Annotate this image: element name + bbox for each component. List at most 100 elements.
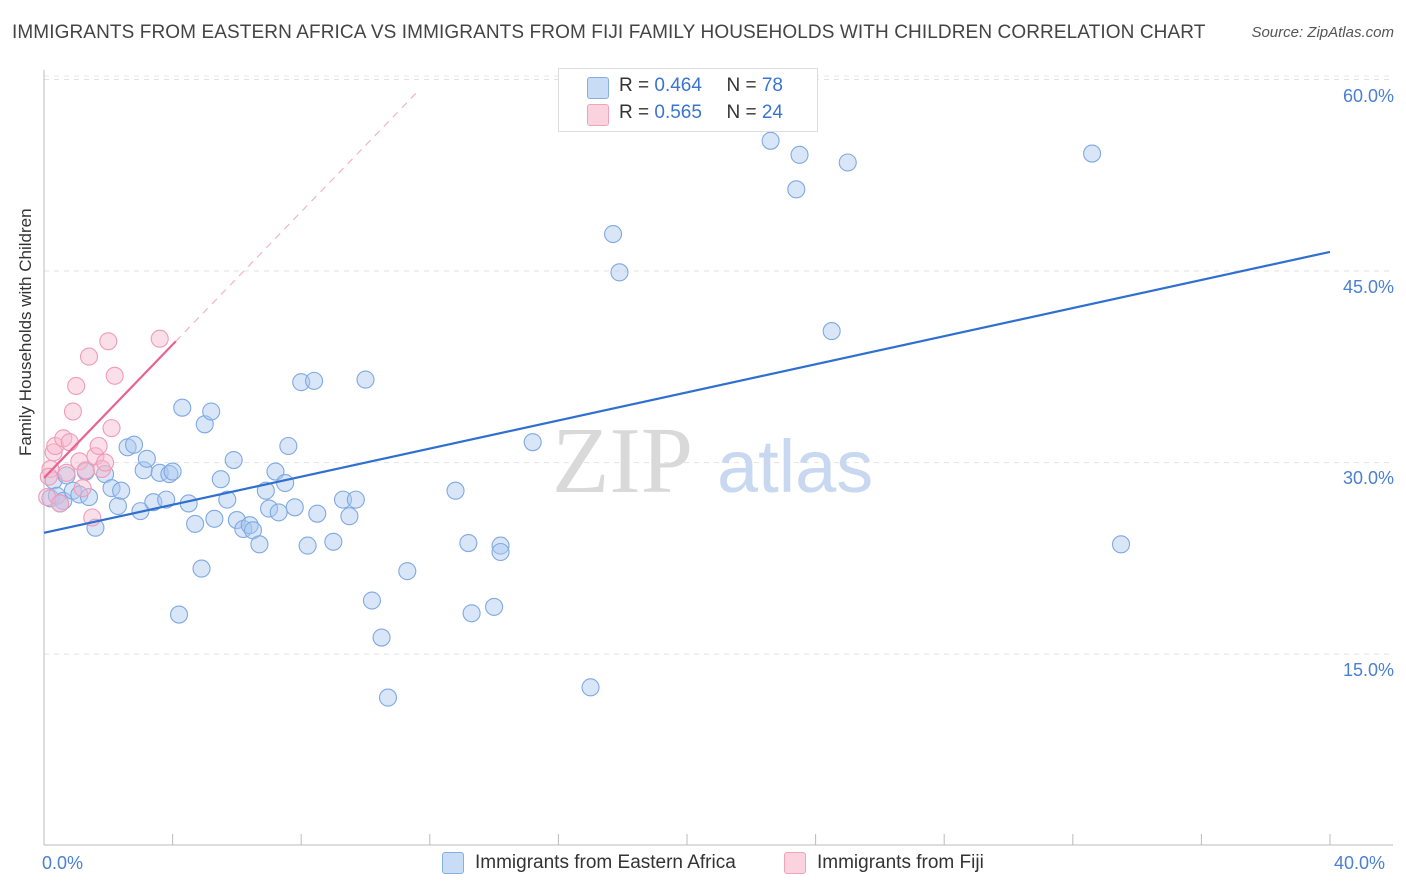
legend-r-label: R = [619, 75, 655, 96]
point-eastern-africa-45 [285, 498, 304, 517]
point-fiji-18 [96, 453, 115, 472]
trend-line-eastern-africa [43, 250, 1331, 534]
point-eastern-africa-52 [340, 507, 359, 526]
trend-extension-fiji [175, 91, 418, 342]
trend-line-fiji [43, 340, 177, 479]
point-eastern-africa-22 [163, 462, 182, 481]
point-eastern-africa-36 [240, 516, 259, 535]
x-tick-label-min: 0.0% [42, 853, 84, 873]
point-eastern-africa-62 [485, 597, 504, 616]
point-fiji-2 [44, 443, 63, 462]
series-legend-eastern-africa: Immigrants from Eastern Africa [442, 850, 762, 878]
point-eastern-africa-39 [256, 481, 275, 500]
point-eastern-africa-38 [250, 535, 269, 554]
point-fiji-12 [76, 461, 95, 480]
legend-r-label: R = [619, 102, 655, 123]
point-eastern-africa-24 [173, 398, 192, 417]
series-legend-fiji: Immigrants from Fiji [784, 850, 1004, 878]
point-eastern-africa-58 [398, 562, 417, 581]
legend-swatch-eastern-africa [587, 77, 609, 99]
axes [43, 70, 1393, 846]
y-tick-label-30: 30.0% [1342, 468, 1394, 488]
point-eastern-africa-65 [523, 433, 542, 452]
point-fiji-22 [150, 329, 169, 348]
trend-lines [43, 91, 1331, 534]
watermark-atlas: atlas [717, 425, 873, 508]
legend-swatch-fiji [587, 104, 609, 126]
watermark-zip: ZIP [552, 409, 693, 513]
point-eastern-africa-29 [202, 402, 221, 421]
point-eastern-africa-48 [305, 371, 324, 390]
point-eastern-africa-53 [346, 490, 365, 509]
point-eastern-africa-12 [112, 481, 131, 500]
point-eastern-africa-60 [459, 534, 478, 553]
point-eastern-africa-74 [1083, 144, 1102, 163]
point-eastern-africa-54 [356, 370, 375, 389]
point-eastern-africa-32 [218, 490, 237, 509]
point-fiji-8 [63, 402, 82, 421]
point-eastern-africa-57 [378, 688, 398, 707]
point-eastern-africa-42 [269, 503, 288, 522]
point-eastern-africa-64 [491, 542, 510, 562]
point-eastern-africa-14 [124, 435, 144, 454]
y-tick-label-60: 60.0% [1342, 86, 1394, 106]
legend-n-label: N = [726, 102, 762, 123]
y-tick-label-45: 45.0% [1342, 277, 1394, 297]
point-fiji-20 [102, 419, 121, 438]
point-fiji-10 [70, 452, 89, 471]
point-eastern-africa-27 [192, 559, 211, 578]
point-eastern-africa-72 [822, 322, 841, 341]
point-eastern-africa-49 [308, 504, 327, 523]
point-fiji-23 [39, 467, 58, 486]
point-eastern-africa-61 [462, 604, 481, 623]
point-eastern-africa-23 [169, 605, 189, 624]
point-fiji-11 [73, 479, 92, 498]
legend-n-value: 78 [761, 75, 783, 96]
legend-r-value: 0.565 [654, 102, 702, 123]
point-eastern-africa-50 [324, 532, 343, 551]
point-eastern-africa-46 [292, 373, 311, 392]
series-label-fiji: Immigrants from Fiji [817, 852, 984, 873]
point-fiji-16 [89, 436, 108, 456]
point-eastern-africa-68 [610, 263, 629, 282]
point-eastern-africa-51 [333, 490, 353, 509]
point-fiji-21 [105, 366, 124, 385]
y-axis-label: Family Households with Children [16, 208, 35, 456]
y-tick-label-15: 15.0% [1342, 660, 1394, 680]
point-eastern-africa-43 [276, 473, 295, 493]
point-eastern-africa-17 [137, 449, 156, 468]
point-eastern-africa-30 [205, 509, 224, 528]
point-eastern-africa-47 [298, 536, 317, 555]
point-eastern-africa-77 [79, 488, 99, 507]
watermark: ZIP atlas [552, 409, 873, 513]
chart-title: IMMIGRANTS FROM EASTERN AFRICA VS IMMIGR… [12, 22, 1206, 43]
legend-n-value: 24 [761, 102, 783, 123]
legend-n-label: N = [726, 75, 762, 96]
point-eastern-africa-59 [446, 481, 465, 500]
point-eastern-africa-44 [279, 436, 298, 456]
point-eastern-africa-70 [787, 180, 806, 199]
legend-r-value: 0.464 [654, 75, 702, 96]
source-note: Source: ZipAtlas.com [1251, 24, 1394, 41]
point-eastern-africa-40 [259, 499, 279, 518]
point-eastern-africa-31 [211, 470, 230, 489]
point-eastern-africa-69 [761, 131, 780, 150]
point-eastern-africa-11 [108, 496, 127, 516]
series-swatch-fiji [784, 852, 806, 874]
point-eastern-africa-56 [372, 628, 391, 647]
point-fiji-19 [99, 332, 118, 351]
point-eastern-africa-21 [160, 465, 179, 484]
series-swatch-eastern-africa [442, 852, 464, 874]
point-eastern-africa-75 [1111, 535, 1131, 554]
point-eastern-africa-33 [224, 450, 243, 470]
point-eastern-africa-67 [604, 224, 623, 244]
point-fiji-6 [57, 463, 76, 482]
point-fiji-9 [67, 376, 86, 396]
point-eastern-africa-71 [790, 145, 809, 164]
point-eastern-africa-63 [491, 536, 510, 555]
point-eastern-africa-26 [186, 514, 205, 533]
point-fiji-7 [60, 433, 79, 452]
data-points [38, 131, 1131, 707]
correlation-legend: R = 0.464 N = 78 R = 0.565 N = 24 [558, 68, 818, 132]
